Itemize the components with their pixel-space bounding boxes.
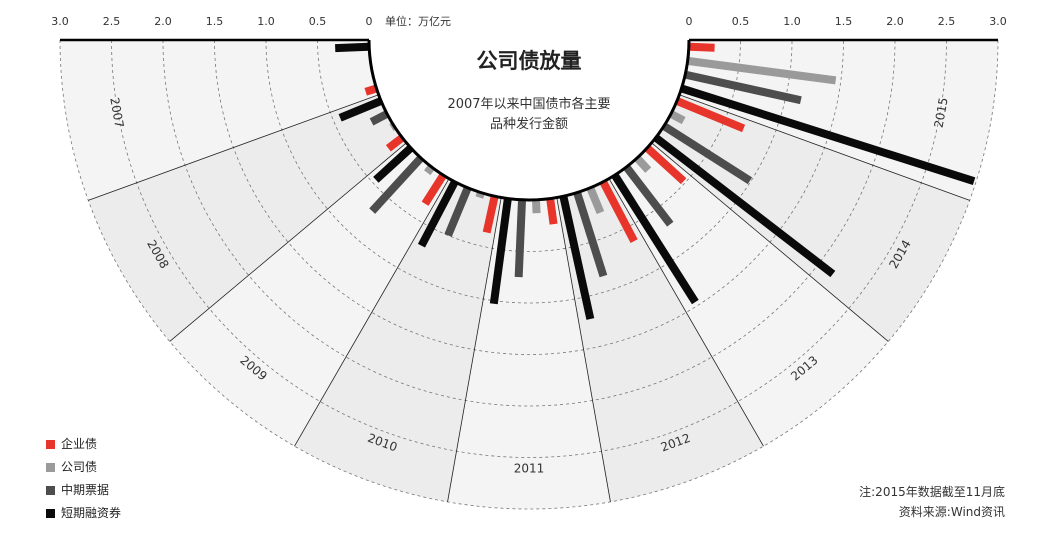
sector-divider xyxy=(556,197,611,502)
left-axis-tick: 2.0 xyxy=(154,15,172,28)
bar-2013-短期融资券 xyxy=(611,172,699,305)
bar-2012-中期票据 xyxy=(573,191,608,278)
left-axis-tick: 2.5 xyxy=(103,15,121,28)
right-axis-tick: 3.0 xyxy=(989,15,1007,28)
bar-2009-中期票据 xyxy=(369,155,424,214)
legend-item: 中期票据 xyxy=(46,480,121,500)
bar-2014-短期融资券 xyxy=(653,134,836,278)
legend-item: 企业债 xyxy=(46,434,121,454)
bar-2008-企业债 xyxy=(385,134,405,152)
right-axis-tick: 2.5 xyxy=(938,15,956,28)
legend-item: 公司债 xyxy=(46,457,121,477)
center-arc xyxy=(367,39,691,202)
left-axis-tick: 0 xyxy=(366,15,373,28)
bar-2015-企业债 xyxy=(688,42,715,52)
grid-ring xyxy=(214,39,844,355)
sector-divider xyxy=(88,94,379,201)
bar-2010-中期票据 xyxy=(444,186,472,237)
sector-divider xyxy=(608,178,764,447)
year-sector-2011 xyxy=(447,197,611,510)
bar-2009-短期融资券 xyxy=(373,144,414,183)
bar-2008-短期融资券 xyxy=(338,97,383,122)
grid-ring xyxy=(162,39,896,407)
right-axis-tick: 0.5 xyxy=(732,15,750,28)
source-line: 资料来源:Wind资讯 xyxy=(898,505,1005,519)
note: 注:2015年数据截至11月底 资料来源:Wind资讯 xyxy=(859,482,1005,522)
year-sector-2010 xyxy=(294,178,502,502)
grid-ring xyxy=(111,39,947,458)
year-label-2007: 2007 xyxy=(107,96,126,129)
bar-2014-中期票据 xyxy=(661,122,753,185)
center-hole xyxy=(369,40,689,200)
year-sector-2008 xyxy=(88,94,407,342)
note-line-1: 注:2015年数据截至11月底 xyxy=(859,485,1005,499)
year-label-2015: 2015 xyxy=(932,96,951,129)
bar-2015-短期融资券 xyxy=(680,84,976,186)
bar-2007-企业债 xyxy=(364,84,378,96)
page-title: 公司债放量 xyxy=(477,49,582,73)
year-sector-2014 xyxy=(651,94,970,342)
left-axis-tick: 1.5 xyxy=(206,15,224,28)
sector-divider xyxy=(294,178,450,447)
bar-2013-公司债 xyxy=(634,155,652,173)
year-sector-2009 xyxy=(169,142,449,447)
bar-2015-公司债 xyxy=(687,56,837,85)
left-axis-tick: 0.5 xyxy=(309,15,327,28)
bar-2012-短期融资券 xyxy=(559,195,595,320)
year-sector-2012 xyxy=(556,178,764,502)
legend-swatch xyxy=(46,508,55,518)
right-axis-tick: 2.0 xyxy=(886,15,904,28)
bar-2014-企业债 xyxy=(675,97,746,133)
bar-2013-企业债 xyxy=(644,144,687,185)
bar-2014-公司债 xyxy=(669,110,686,125)
legend: 企业债公司债中期票据短期融资券 xyxy=(46,434,121,526)
year-sector-2007 xyxy=(60,40,379,201)
left-axis-tick: 3.0 xyxy=(51,15,69,28)
bar-2012-企业债 xyxy=(599,179,638,243)
bar-2009-企业债 xyxy=(421,172,447,206)
grid-ring xyxy=(265,39,793,304)
sector-divider xyxy=(447,197,502,502)
right-axis-tick: 0 xyxy=(686,15,693,28)
sector-divider xyxy=(651,142,889,342)
bar-2011-公司债 xyxy=(531,199,541,214)
right-axis-tick: 1.5 xyxy=(835,15,853,28)
legend-swatch xyxy=(46,439,55,449)
unit-label: 单位：万亿元 xyxy=(385,14,451,28)
legend-label: 企业债 xyxy=(61,437,98,451)
bar-2010-企业债 xyxy=(482,195,499,234)
bar-2007-短期融资券 xyxy=(335,42,370,53)
left-axis-tick: 1.0 xyxy=(257,15,275,28)
legend-item: 短期融资券 xyxy=(46,503,121,523)
subtitle-line-2: 品种发行金额 xyxy=(490,116,568,132)
bar-2011-中期票据 xyxy=(514,199,527,278)
year-label-2011: 2011 xyxy=(514,462,545,476)
sector-divider xyxy=(169,142,407,342)
bar-2011-企业债 xyxy=(546,198,558,225)
legend-label: 中期票据 xyxy=(61,483,110,497)
legend-label: 公司债 xyxy=(61,460,98,474)
legend-swatch xyxy=(46,485,55,495)
sector-divider xyxy=(679,94,970,201)
bar-2011-短期融资券 xyxy=(489,198,512,305)
legend-label: 短期融资券 xyxy=(61,506,122,520)
bar-2013-中期票据 xyxy=(623,164,674,227)
bar-2015-中期票据 xyxy=(684,70,802,105)
grid-ring xyxy=(317,39,741,252)
right-axis-tick: 1.0 xyxy=(783,15,801,28)
legend-swatch xyxy=(46,462,55,472)
year-sector-2013 xyxy=(609,142,889,447)
bar-2012-公司债 xyxy=(586,186,605,215)
subtitle-line-1: 2007年以来中国债市各主要 xyxy=(447,96,610,112)
bar-2010-短期融资券 xyxy=(417,179,459,248)
bar-2008-中期票据 xyxy=(369,110,389,126)
